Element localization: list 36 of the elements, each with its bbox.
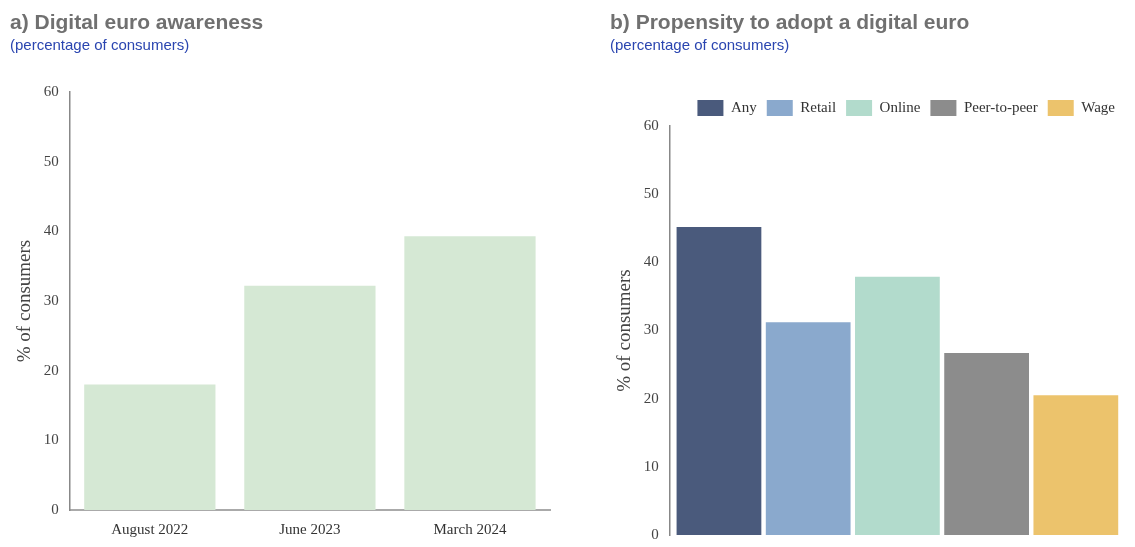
bar [1033, 395, 1119, 535]
chart-title: a) Digital euro awareness [10, 10, 265, 34]
y-tick-label: 40 [643, 253, 659, 270]
bar [944, 353, 1029, 535]
y-tick-label: 20 [643, 389, 659, 406]
x-tick-label: August 2022 [111, 520, 189, 537]
y-tick-label: 10 [643, 457, 659, 474]
y-tick-label: 0 [51, 500, 59, 517]
legend-label: Retail [800, 98, 837, 115]
y-tick-label: 30 [43, 291, 59, 308]
y-tick-label: 20 [43, 361, 59, 378]
y-tick-label: 60 [43, 82, 59, 99]
bar [855, 276, 940, 535]
legend-label: Peer-to-peer [963, 98, 1038, 115]
bar [765, 322, 851, 535]
x-tick-label: June 2023 [279, 520, 341, 537]
y-tick-label: 60 [643, 116, 659, 133]
x-tick-label: March 2024 [433, 520, 507, 537]
y-tick-label: 0 [651, 525, 659, 542]
y-tick-label: 50 [43, 152, 59, 169]
chart-subtitle: (percentage of consumers) [610, 36, 791, 53]
legend-label: Wage [1081, 98, 1116, 115]
y-tick-label: 10 [43, 431, 59, 448]
bar [404, 236, 536, 510]
y-tick-label: 30 [643, 321, 659, 338]
y-tick-label: 50 [643, 185, 659, 202]
bar [244, 285, 376, 510]
legend-label: Online [879, 98, 921, 115]
legend-label: Any [730, 98, 758, 115]
bar [84, 384, 216, 510]
y-tick-label: 40 [43, 222, 59, 239]
chart-title: b) Propensity to adopt a digital euro [610, 10, 971, 34]
y-axis-title: % of consumers [13, 239, 35, 363]
bar [676, 226, 762, 535]
chart-subtitle: (percentage of consumers) [10, 36, 191, 53]
y-axis-title: % of consumers [613, 269, 635, 392]
